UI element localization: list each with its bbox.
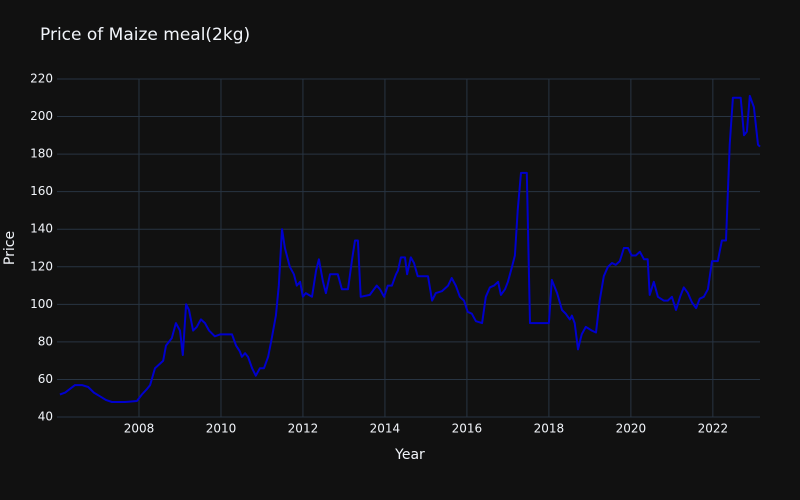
y-tick-label: 140 xyxy=(30,222,53,236)
y-tick-label: 60 xyxy=(38,372,53,386)
x-tick-label: 2022 xyxy=(698,422,729,436)
x-tick-label: 2008 xyxy=(124,422,155,436)
x-tick-label: 2012 xyxy=(288,422,319,436)
x-tick-label: 2018 xyxy=(534,422,565,436)
y-tick-label: 80 xyxy=(38,334,53,348)
x-tick-label: 2014 xyxy=(370,422,401,436)
y-tick-label: 180 xyxy=(30,147,53,161)
chart-title: Price of Maize meal(2kg) xyxy=(40,25,250,45)
y-tick-label: 160 xyxy=(30,184,53,198)
y-tick-label: 100 xyxy=(30,297,53,311)
y-tick-label: 40 xyxy=(38,410,53,424)
data-line xyxy=(59,94,761,403)
y-tick-label: 220 xyxy=(30,72,53,86)
x-tick-label: 2020 xyxy=(616,422,647,436)
x-axis-title: Year xyxy=(394,447,425,463)
x-tick-label: 2010 xyxy=(206,422,237,436)
x-tick-label: 2016 xyxy=(452,422,483,436)
y-tick-label: 120 xyxy=(30,259,53,273)
y-tick-label: 200 xyxy=(30,109,53,123)
y-axis-title: Price xyxy=(2,231,18,265)
